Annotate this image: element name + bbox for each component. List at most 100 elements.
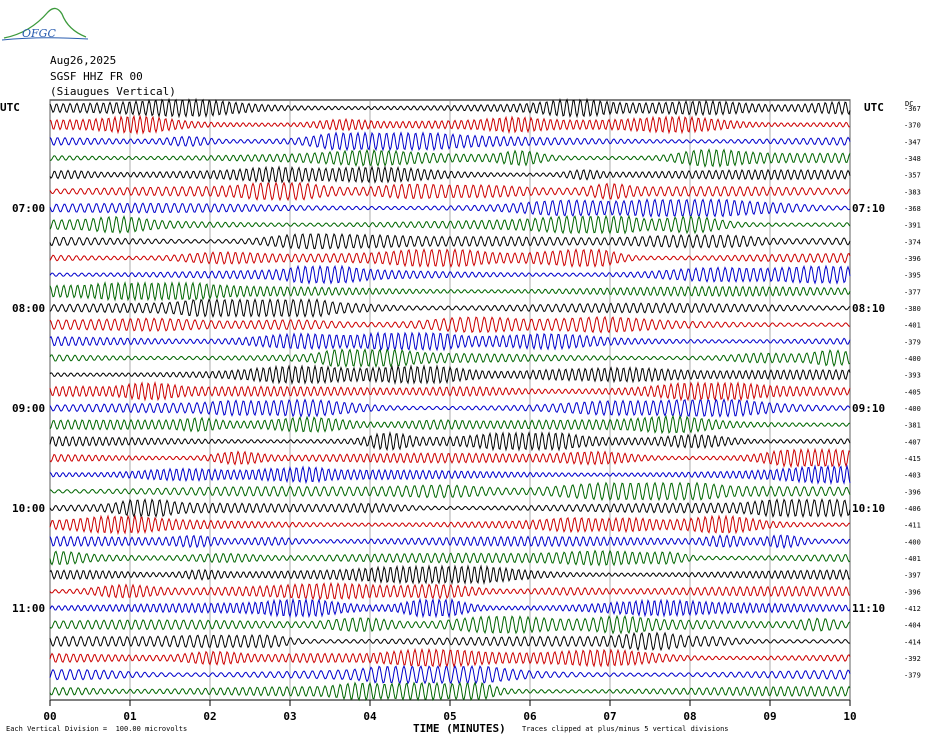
chart-traces <box>49 97 851 702</box>
footer-scale-note: Each Vertical Division = 100.00 microvol… <box>6 725 188 733</box>
seismic-trace <box>49 549 851 567</box>
seismic-trace <box>49 165 851 184</box>
x-tick-label: 01 <box>123 710 137 723</box>
right-time-label: 07:10 <box>852 202 885 215</box>
ofgc-logo-icon <box>1 7 89 41</box>
seismic-trace <box>49 681 851 702</box>
dc-offset-label: -406 <box>904 505 921 513</box>
right-utc-label: UTC <box>864 101 884 114</box>
left-time-label: 09:00 <box>12 402 45 415</box>
x-tick-label: 08 <box>683 710 696 723</box>
seismic-trace <box>49 198 851 218</box>
dc-offset-label: -391 <box>904 222 921 230</box>
dc-offset-label: -397 <box>904 572 921 580</box>
seismic-trace <box>49 281 851 302</box>
seismic-trace <box>49 414 851 435</box>
dc-offset-label: -405 <box>904 388 921 396</box>
chart-grid <box>49 99 851 706</box>
seismic-trace <box>49 498 851 518</box>
dc-offset-label: -412 <box>904 605 921 613</box>
seismic-trace <box>49 131 851 152</box>
dc-offset-label: -392 <box>904 655 921 663</box>
dc-offset-label: -404 <box>904 622 921 630</box>
right-time-label: 08:10 <box>852 302 885 315</box>
seismic-trace <box>49 464 851 486</box>
seismic-trace <box>49 364 851 385</box>
x-tick-label: 09 <box>763 710 776 723</box>
seismic-trace <box>49 398 851 418</box>
seismic-trace <box>49 581 851 601</box>
dc-offset-label: -396 <box>904 488 921 496</box>
right-time-label: 10:10 <box>852 502 885 515</box>
date-label: Aug26,2025 <box>50 54 117 67</box>
seismic-trace <box>49 647 851 669</box>
dc-label: DC <box>905 100 913 108</box>
x-tick-label: 04 <box>363 710 377 723</box>
dc-offset-label: -380 <box>904 305 921 313</box>
seismic-trace <box>49 248 851 268</box>
seismic-trace <box>49 214 851 235</box>
dc-offset-label: -407 <box>904 438 921 446</box>
seismic-trace <box>49 614 851 635</box>
logo-text: OFGC <box>22 27 56 40</box>
dc-offset-label: -379 <box>904 338 921 346</box>
left-time-label: 08:00 <box>12 302 45 315</box>
dc-offset-label: -396 <box>904 255 921 263</box>
seismic-trace <box>49 664 851 685</box>
seismic-trace <box>49 97 851 119</box>
x-tick-label: 00 <box>43 710 56 723</box>
dc-offset-label: -411 <box>904 522 921 530</box>
dc-offset-label: -368 <box>904 205 921 213</box>
dc-offset-label: -403 <box>904 472 921 480</box>
dc-offset-label: -347 <box>904 138 921 146</box>
chart-labels: 00 01 02 03 04 05 06 07 08 09 10 UTC UTC DC 07:00 08:00… <box>0 100 921 723</box>
dc-offset-label: -401 <box>904 322 921 330</box>
dc-offset-label: -415 <box>904 455 921 463</box>
seismic-trace <box>49 331 851 352</box>
dc-offset-label: -370 <box>904 122 921 130</box>
seismic-trace <box>49 564 851 586</box>
dc-offset-label: -395 <box>904 272 921 280</box>
seismic-trace <box>49 264 851 285</box>
x-tick-label: 05 <box>443 710 456 723</box>
seismic-trace <box>49 148 851 168</box>
seismic-trace <box>49 315 851 334</box>
left-utc-label: UTC <box>0 101 20 114</box>
dc-offset-label: -357 <box>904 172 921 180</box>
dc-offset-label: -414 <box>904 638 921 646</box>
dc-offset-label: -374 <box>904 238 921 246</box>
seismic-trace <box>49 430 851 452</box>
x-tick-label: 03 <box>283 710 296 723</box>
dc-offset-label: -400 <box>904 538 921 546</box>
dc-offset-label: -367 <box>904 105 921 113</box>
x-tick-label: 02 <box>203 710 216 723</box>
seismic-trace <box>49 114 851 136</box>
seismic-trace <box>49 181 851 202</box>
dc-offset-label: -383 <box>904 188 921 196</box>
x-axis-title: TIME (MINUTES) <box>413 722 506 735</box>
dc-offset-label: -400 <box>904 405 921 413</box>
seismic-trace <box>49 447 851 469</box>
seismic-trace <box>49 348 851 368</box>
seismic-trace <box>49 597 851 619</box>
seismic-trace <box>49 298 851 318</box>
footer-clip-note: Traces clipped at plus/minus 5 vertical … <box>522 725 729 733</box>
x-tick-label: 10 <box>843 710 856 723</box>
location-label: (Siaugues Vertical) <box>50 85 176 98</box>
dc-offset-label: -400 <box>904 355 921 363</box>
seismic-trace <box>49 481 851 502</box>
dc-offset-label: -379 <box>904 672 921 680</box>
station-label: SGSF HHZ FR 00 <box>50 70 143 83</box>
seismic-trace <box>49 631 851 652</box>
x-tick-label: 06 <box>523 710 537 723</box>
seismic-trace <box>49 514 851 535</box>
x-tick-label: 07 <box>603 710 616 723</box>
right-time-label: 11:10 <box>852 602 885 615</box>
seismic-trace <box>49 534 851 550</box>
left-time-label: 11:00 <box>12 602 45 615</box>
dc-offset-label: -381 <box>904 422 921 430</box>
dc-offset-label: -393 <box>904 372 921 380</box>
seismic-trace <box>49 381 851 402</box>
dc-offset-label: -396 <box>904 588 921 596</box>
dc-offset-label: -401 <box>904 555 921 563</box>
